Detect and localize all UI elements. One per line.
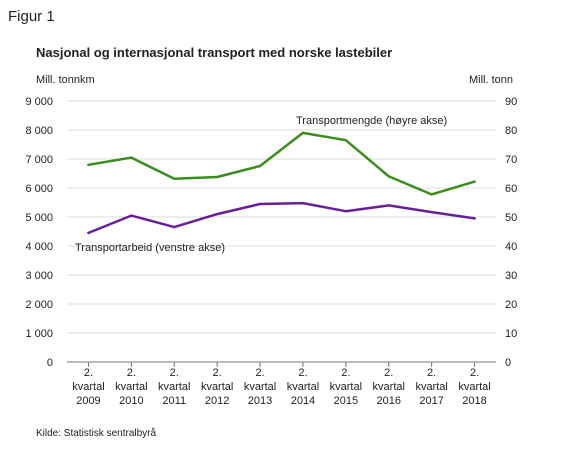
left-tick-label: 5 000 [25, 212, 53, 224]
x-tick-label: 2. kvartal 2009 [72, 367, 104, 407]
x-tick-label: 2. kvartal 2011 [158, 367, 190, 407]
x-tick-label: 2. kvartal 2016 [373, 367, 405, 407]
data-point [344, 210, 348, 213]
left-tick-label: 4 000 [25, 241, 53, 253]
gridlines [67, 100, 496, 334]
right-tick-label: 10 [505, 328, 517, 340]
left-tick-label: 1 000 [25, 328, 53, 340]
data-point [215, 212, 219, 216]
series-line-transportmengde [87, 131, 476, 196]
right-tick-label: 30 [505, 270, 517, 282]
right-tick-label: 20 [505, 299, 517, 311]
data-point [473, 217, 476, 220]
right-tick-label: 0 [505, 357, 511, 369]
data-point [130, 156, 133, 159]
x-tick-label: 2. kvartal 2012 [201, 367, 233, 407]
left-axis-tick-labels: 0 1 000 2 000 3 000 4 000 5 000 6 000 7 000 8 00… [25, 96, 53, 369]
x-tick-label: 2. kvartal 2015 [330, 367, 362, 407]
data-point [301, 131, 305, 135]
right-axis-tick-labels: 0 10 20 30 40 50 60 70 80 90 [505, 96, 517, 369]
right-tick-label: 40 [505, 241, 517, 253]
left-tick-label: 2 000 [25, 299, 53, 311]
figure-label: Figur 1 [8, 8, 55, 25]
source-note: Kilde: Statistisk sentralbyrå [36, 428, 157, 439]
right-axis-label: Mill. tonn [469, 74, 513, 86]
right-tick-label: 70 [505, 154, 517, 166]
right-tick-label: 80 [505, 125, 517, 137]
data-point [215, 175, 219, 179]
data-point [130, 214, 133, 217]
data-point [344, 138, 348, 142]
data-point [173, 177, 176, 180]
left-tick-label: 3 000 [25, 270, 53, 282]
data-point [258, 164, 262, 168]
data-point [258, 202, 262, 206]
data-point [473, 180, 476, 183]
data-point [87, 163, 90, 166]
right-tick-label: 60 [505, 183, 517, 195]
chart-title: Nasjonal og internasjonal transport med … [36, 45, 393, 60]
x-tick-label: 2. kvartal 2013 [244, 367, 276, 407]
series-label-transportmengde: Transportmengde (høyre akse) [296, 115, 447, 127]
right-tick-label: 90 [505, 96, 517, 108]
left-tick-label: 6 000 [25, 183, 53, 195]
data-point [430, 193, 433, 196]
right-tick-label: 50 [505, 212, 517, 224]
left-tick-label: 8 000 [25, 125, 53, 137]
x-tick-label: 2. kvartal 2018 [458, 367, 490, 407]
series-lines [87, 131, 476, 235]
x-tick-label: 2. kvartal 2017 [415, 367, 447, 407]
data-point [173, 225, 176, 229]
x-axis-ticks: 2. kvartal 2009 2. kvartal 2010 2. kvartal 2011 2… [72, 362, 491, 407]
x-tick-label: 2. kvartal 2014 [287, 367, 319, 407]
left-tick-label: 7 000 [25, 154, 53, 166]
series-line-transportarbeid [87, 201, 476, 235]
data-point [430, 210, 433, 214]
data-point [387, 175, 390, 178]
x-tick-label: 2. kvartal 2010 [115, 367, 147, 407]
left-tick-label: 9 000 [25, 96, 53, 108]
data-point [387, 204, 390, 207]
series-label-transportarbeid: Transportarbeid (venstre akse) [75, 242, 225, 254]
data-point [301, 201, 305, 205]
left-axis-label: Mill. tonnkm [36, 74, 95, 86]
left-tick-label: 0 [47, 357, 53, 369]
data-point [87, 231, 90, 235]
